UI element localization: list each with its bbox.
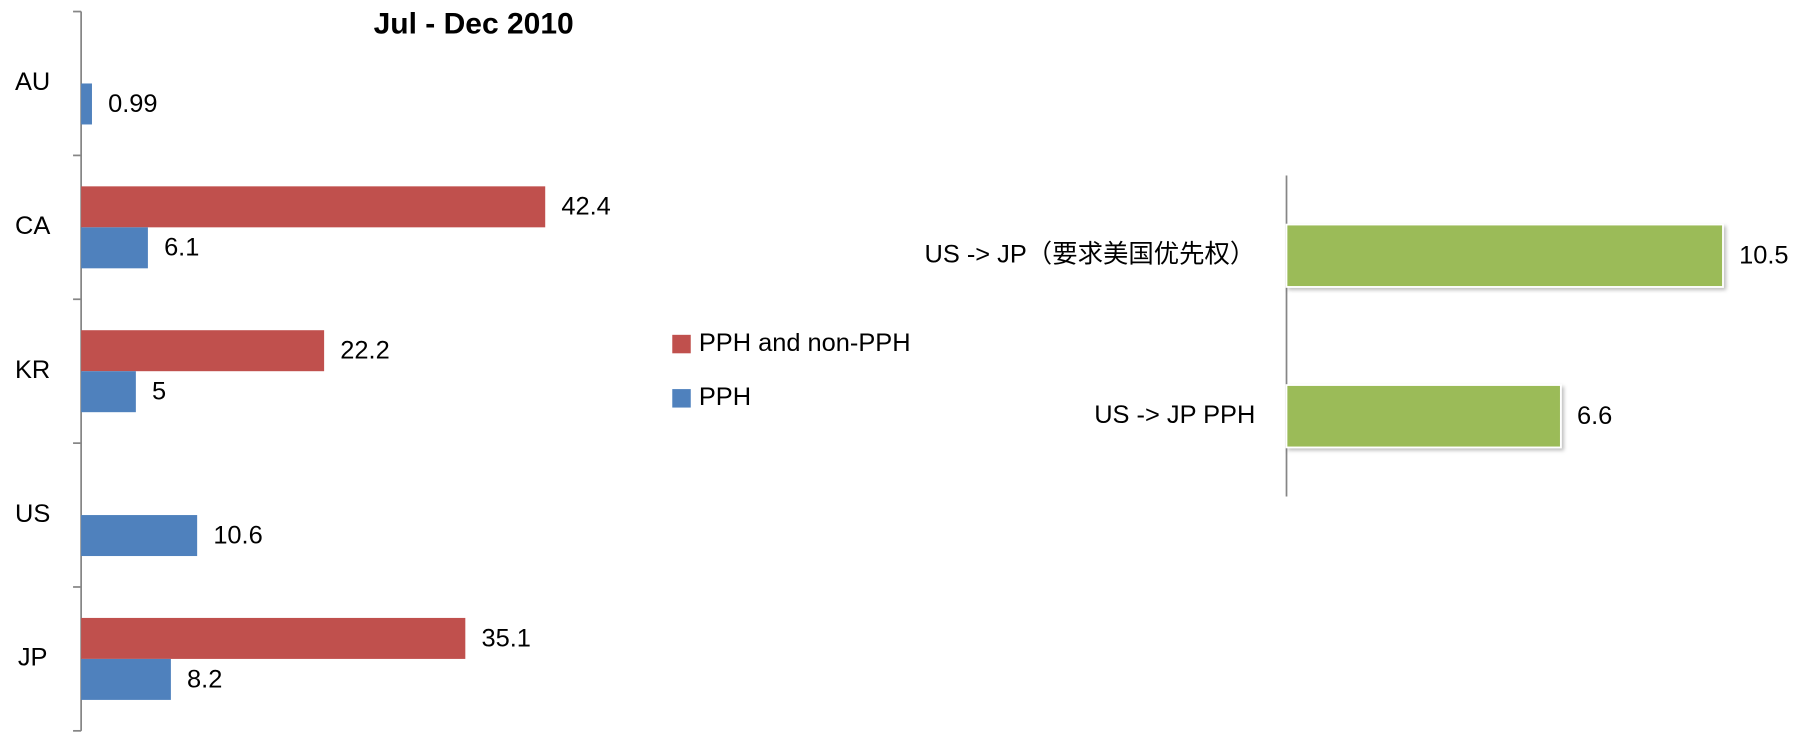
data-label: 22.2 xyxy=(340,337,389,365)
bar xyxy=(1285,223,1724,288)
data-label: 42.4 xyxy=(561,193,610,221)
category-label: CA xyxy=(15,212,50,240)
category-label: US xyxy=(15,500,50,528)
category-label: US -> JP（要求美国优先权） xyxy=(925,240,1256,268)
bar xyxy=(81,658,171,700)
legend-label: PPH and non-PPH xyxy=(699,329,911,357)
bar xyxy=(81,186,546,228)
bar xyxy=(81,371,136,413)
bar xyxy=(81,83,92,125)
data-label: 0.99 xyxy=(108,90,157,118)
bar xyxy=(81,227,148,269)
data-label: 8.2 xyxy=(187,665,222,693)
data-label: 35.1 xyxy=(481,624,530,652)
data-label: 10.6 xyxy=(213,521,262,549)
category-label: US -> JP PPH xyxy=(1094,401,1255,429)
data-label: 6.6 xyxy=(1577,402,1612,430)
category-label: AU xyxy=(15,68,50,96)
category-label: KR xyxy=(15,356,50,384)
bar xyxy=(81,617,466,659)
data-label: 5 xyxy=(152,378,166,406)
bar xyxy=(1285,384,1562,449)
bar xyxy=(81,330,325,372)
legend-swatch xyxy=(672,334,691,354)
chart-title: Jul - Dec 2010 xyxy=(374,7,574,40)
category-label: JP xyxy=(18,644,48,672)
legend-swatch xyxy=(672,389,691,408)
legend-label: PPH xyxy=(699,383,751,411)
data-label: 6.1 xyxy=(164,234,199,262)
data-label: 10.5 xyxy=(1739,242,1788,270)
bar xyxy=(81,515,198,557)
